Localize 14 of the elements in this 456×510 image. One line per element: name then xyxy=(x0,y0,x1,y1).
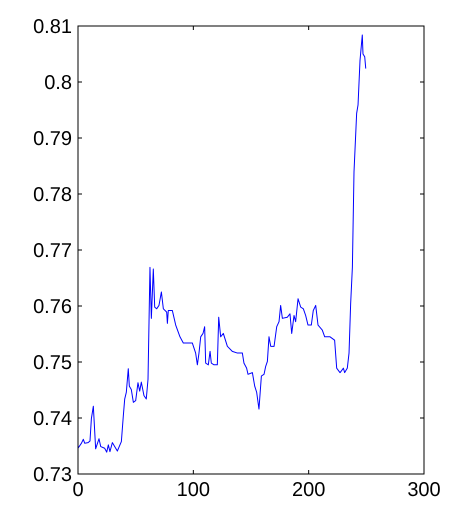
y-tick-label: 0.75 xyxy=(33,352,72,374)
y-tick-label: 0.78 xyxy=(33,184,72,206)
x-tick-label: 200 xyxy=(292,479,326,501)
y-tick-label: 0.81 xyxy=(33,16,72,38)
x-tick-label: 300 xyxy=(407,479,441,501)
y-tick-label: 0.77 xyxy=(33,240,72,262)
y-tick-label: 0.8 xyxy=(44,72,72,94)
y-tick-label: 0.76 xyxy=(33,296,72,318)
y-tick-label: 0.73 xyxy=(33,464,72,486)
y-tick-label: 0.79 xyxy=(33,128,72,150)
line-series xyxy=(78,34,366,453)
x-tick-label: 0 xyxy=(72,479,84,501)
x-tick-label: 100 xyxy=(176,479,210,501)
y-tick-label: 0.74 xyxy=(33,408,72,430)
